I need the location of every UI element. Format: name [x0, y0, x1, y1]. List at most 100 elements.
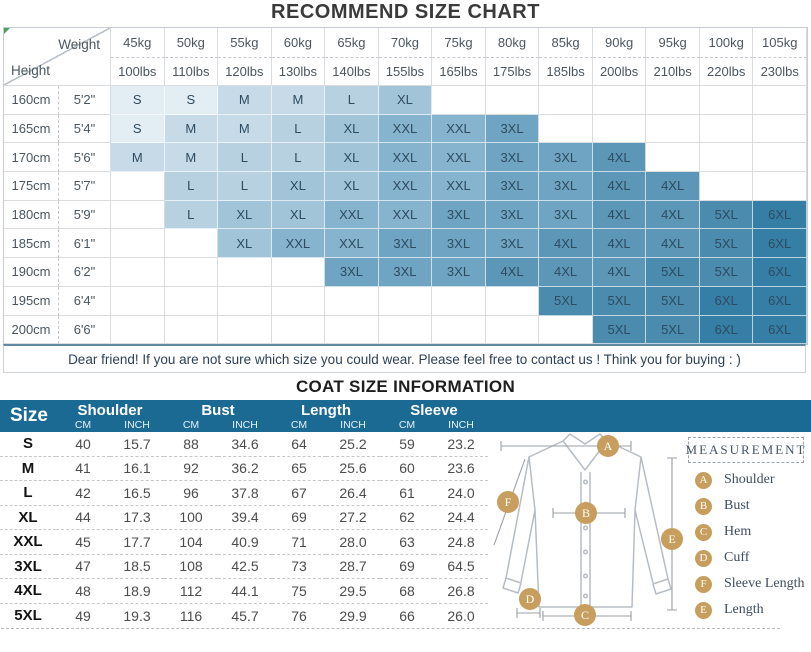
coat-col-group: Sleeve CM INCH	[380, 402, 488, 431]
size-cell: 4XL	[592, 143, 647, 173]
empty-cell	[111, 200, 165, 230]
size-cell: 6XL	[753, 229, 807, 259]
coat-value-cell: 24.8	[434, 530, 488, 555]
coat-unit-row: CM INCH	[272, 419, 380, 431]
empty-cell	[592, 114, 647, 144]
empty-cell	[699, 172, 754, 201]
size-cell: XXL	[271, 229, 326, 259]
weight-kg-header: 60kg	[271, 28, 326, 58]
coat-size-label: XXL	[0, 530, 56, 555]
marker-f: F	[505, 495, 512, 509]
coat-value-cell: 39.4	[218, 506, 272, 530]
coat-value-cell: 71	[272, 530, 326, 555]
coat-value-cell: 48	[56, 579, 110, 604]
height-ft-label: 5'7"	[59, 172, 111, 201]
size-cell: 3XL	[485, 114, 540, 144]
legend-item: F Sleeve Length	[695, 571, 804, 597]
coat-value-cell: 15.7	[110, 432, 164, 457]
legend-item: B Bust	[695, 493, 804, 519]
empty-cell	[378, 286, 433, 316]
weight-lbs-header: 155lbs	[378, 58, 433, 86]
coat-value-cell: 42	[56, 481, 110, 506]
empty-cell	[699, 143, 754, 173]
empty-cell	[218, 286, 272, 316]
coat-value-cell: 17.3	[110, 506, 164, 530]
marker-e: E	[668, 532, 675, 546]
empty-cell	[539, 315, 593, 345]
coat-value-cell: 64.5	[434, 555, 488, 579]
empty-cell	[111, 229, 165, 259]
legend-label: Cuff	[724, 550, 750, 565]
height-ft-label: 5'6"	[59, 143, 111, 173]
weight-lbs-header: 220lbs	[699, 58, 754, 86]
legend-label: Bust	[724, 498, 750, 513]
coat-value-cell: 24.4	[434, 506, 488, 530]
coat-unit-label: INCH	[232, 419, 258, 431]
size-cell: 3XL	[325, 258, 379, 287]
empty-cell	[218, 315, 272, 345]
weight-lbs-header: 110lbs	[164, 58, 219, 86]
size-cell: XXL	[378, 200, 433, 230]
coat-unit-label: INCH	[448, 419, 474, 431]
coat-table-rows: S 40 15.7 88 34.6 64 25.2 59 23.2 M 41 16.1 92 36.2 65…	[0, 432, 488, 628]
empty-cell	[646, 86, 700, 115]
size-cell: 5XL	[539, 286, 593, 316]
size-cell: XXL	[378, 114, 433, 144]
marker-a: A	[604, 439, 613, 453]
coat-value-cell: 116	[179, 607, 203, 624]
coat-value-cell: 64	[272, 432, 326, 457]
empty-cell	[753, 172, 807, 201]
size-cell: XXL	[432, 143, 486, 173]
measurement-box-title: MEASUREMENT	[686, 437, 804, 463]
measurement-legend: A Shoulder B Bust C Hem D Cuff F Sleeve Length E Le…	[695, 467, 804, 623]
coat-value-cell: 16.5	[110, 481, 164, 506]
empty-cell	[753, 86, 807, 115]
coat-value-cell: 45	[56, 530, 110, 555]
note-banner: Dear friend! If you are not sure which s…	[3, 344, 806, 373]
coat-size-label: 3XL	[0, 555, 56, 579]
weight-kg-header: 95kg	[646, 28, 700, 58]
size-cell: 3XL	[539, 200, 593, 230]
legend-label: Length	[724, 602, 764, 617]
coat-info-title: COAT SIZE INFORMATION	[295, 377, 516, 396]
size-cell: M	[271, 86, 326, 115]
size-cell: 5XL	[592, 286, 647, 316]
coat-value-cell: 18.9	[110, 579, 164, 604]
size-cell: 4XL	[485, 258, 540, 287]
coat-size-label: 4XL	[0, 579, 56, 604]
size-cell: M	[111, 143, 165, 173]
weight-lbs-header: 140lbs	[325, 58, 379, 86]
size-cell: 6XL	[699, 286, 754, 316]
coat-col-group: Shoulder CM INCH	[56, 402, 164, 431]
empty-cell	[218, 258, 272, 287]
coat-value-cell: 28.7	[326, 555, 380, 579]
coat-value-cell: 23.2	[434, 432, 488, 457]
empty-cell	[592, 86, 647, 115]
height-ft-label: 6'4"	[59, 286, 111, 316]
bottom-dashed-divider	[1, 628, 780, 629]
size-cell: XL	[271, 172, 326, 201]
size-cell: 3XL	[432, 229, 486, 259]
coat-value-cell: 19.3	[123, 607, 151, 624]
coat-value-cell: 61	[380, 481, 434, 506]
coat-value-cell: 100	[164, 506, 218, 530]
height-ft-label: 5'4"	[59, 114, 111, 144]
size-cell: 4XL	[646, 229, 700, 259]
size-cell: XXL	[432, 114, 486, 144]
recommend-chart-title: RECOMMEND SIZE CHART	[271, 1, 540, 23]
weight-kg-header: 80kg	[485, 28, 540, 58]
coat-group-label: Length	[301, 402, 351, 419]
coat-value-cell: 67	[272, 481, 326, 506]
size-cell: 3XL	[378, 229, 433, 259]
size-cell: 4XL	[592, 200, 647, 230]
weight-kg-header: 70kg	[378, 28, 433, 58]
coat-value-cell: 26.4	[326, 481, 380, 506]
coat-value-cell: 96	[164, 481, 218, 506]
height-cm-label: 190cm	[4, 258, 59, 287]
coat-col-group: Bust CM INCH	[164, 402, 272, 431]
coat-value-cell: 47	[56, 555, 110, 579]
empty-cell	[111, 172, 165, 201]
coat-value-cell: 44	[56, 506, 110, 530]
marker-d: D	[526, 592, 535, 606]
size-cell: XXL	[325, 229, 379, 259]
